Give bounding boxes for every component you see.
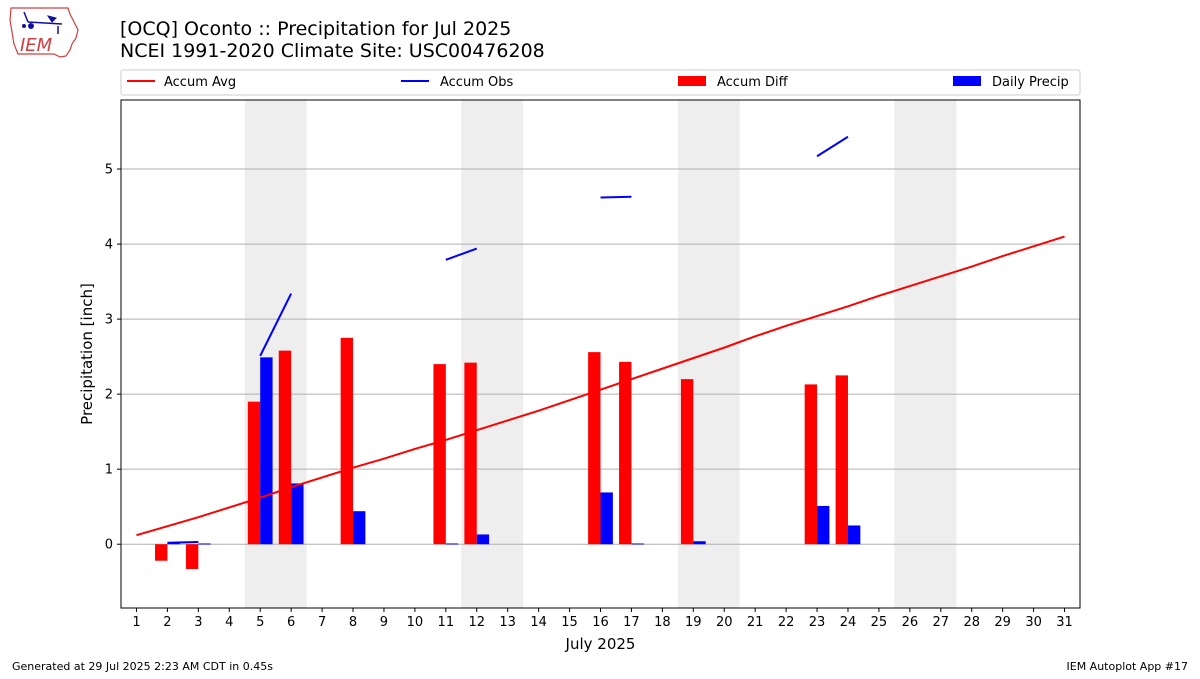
accum-diff-bar-day-19 <box>680 379 694 545</box>
y-axis-label: Precipitation [inch] <box>78 283 96 425</box>
x-tick-label-26: 26 <box>902 615 919 630</box>
x-tick-label-15: 15 <box>561 615 578 630</box>
accum-diff-bar-day-17 <box>619 361 632 545</box>
x-tick-label-12: 12 <box>468 615 485 630</box>
accum-diff-bar-day-23 <box>804 384 818 545</box>
daily-precip-bar-day-17 <box>631 543 644 545</box>
x-tick-label-17: 17 <box>623 615 640 630</box>
legend-label-accum-obs: Accum Obs <box>440 75 513 90</box>
bar-marks <box>155 337 861 569</box>
logo-text: IEM <box>20 35 53 56</box>
daily-precip-bar-day-6 <box>291 483 304 545</box>
accum-obs-segment-2 <box>445 247 478 261</box>
x-tick-label-25: 25 <box>871 615 888 630</box>
x-tick-label-1: 1 <box>132 615 140 630</box>
legend-swatch-accum-diff <box>678 76 706 86</box>
daily-precip-bar-day-3 <box>198 543 211 545</box>
x-tick-label-20: 20 <box>716 615 733 630</box>
x-tick-label-24: 24 <box>840 615 857 630</box>
footer-generated: Generated at 29 Jul 2025 2:23 AM CDT in … <box>12 660 273 673</box>
accum-diff-bar-day-2 <box>155 544 168 561</box>
iem-logo: IEM <box>9 7 79 58</box>
x-tick-label-28: 28 <box>963 615 980 630</box>
x-tick-label-7: 7 <box>318 615 326 630</box>
accum-diff-bar-day-11 <box>433 364 446 545</box>
daily-precip-bar-day-23 <box>817 505 830 545</box>
accum-avg-line <box>136 235 1065 537</box>
legend-swatch-daily-precip <box>953 76 981 86</box>
accum-obs-segment-3 <box>600 195 632 199</box>
x-tick-label-13: 13 <box>499 615 516 630</box>
accum-diff-bar-day-16 <box>588 352 601 545</box>
y-tick-label-4: 4 <box>105 238 113 253</box>
x-tick-label-9: 9 <box>380 615 388 630</box>
x-tick-label-19: 19 <box>685 615 702 630</box>
x-tick-label-23: 23 <box>809 615 826 630</box>
x-axis-label: July 2025 <box>565 635 636 653</box>
daily-precip-bar-day-19 <box>693 541 706 545</box>
daily-precip-bar-day-8 <box>353 511 366 545</box>
x-tick-label-11: 11 <box>438 615 455 630</box>
accum-diff-bar-day-12 <box>464 362 477 545</box>
legend: Accum Avg Accum Obs Accum Diff Daily Pre… <box>120 69 1081 96</box>
footer-app: IEM Autoplot App #17 <box>1066 660 1189 673</box>
x-tick-label-4: 4 <box>225 615 233 630</box>
accum-diff-bar-day-5 <box>247 401 261 545</box>
x-tick-label-6: 6 <box>287 615 295 630</box>
x-tick-label-27: 27 <box>933 615 950 630</box>
daily-precip-bar-day-11 <box>445 543 459 545</box>
x-tick-label-5: 5 <box>256 615 264 630</box>
y-tick-label-3: 3 <box>105 313 113 328</box>
x-tick-label-22: 22 <box>778 615 795 630</box>
y-tick-label-2: 2 <box>105 388 113 403</box>
y-tick-label-5: 5 <box>105 163 113 178</box>
daily-precip-bar-day-5 <box>260 357 273 545</box>
legend-label-accum-diff: Accum Diff <box>717 75 789 90</box>
x-tick-label-29: 29 <box>994 615 1011 630</box>
daily-precip-bar-day-16 <box>600 492 613 545</box>
chart-title: [OCQ] Oconto :: Precipitation for Jul 20… <box>120 18 511 40</box>
daily-precip-bar-day-12 <box>476 534 490 545</box>
line-marks <box>136 135 1065 544</box>
weather-station-icon <box>22 11 63 34</box>
x-tick-label-10: 10 <box>407 615 424 630</box>
x-tick-label-30: 30 <box>1025 615 1042 630</box>
x-tick-label-2: 2 <box>163 615 171 630</box>
x-tick-label-31: 31 <box>1056 615 1073 630</box>
weekend-band-3 <box>894 100 957 608</box>
x-tick-label-14: 14 <box>530 615 547 630</box>
accum-diff-bar-day-8 <box>340 337 354 545</box>
x-tick-label-3: 3 <box>194 615 202 630</box>
accum-obs-segment-1 <box>259 293 293 357</box>
x-axis-ticks: 1 2 3 4 5 6 7 8 9 10 11 12 13 14 15 16 17 18 19 20 21 22 23 24 2… <box>132 608 1073 630</box>
accum-obs-segment-4 <box>816 135 849 158</box>
daily-precip-bar-day-24 <box>847 525 861 545</box>
y-axis-ticks: 0 1 2 3 4 5 <box>105 163 121 553</box>
accum-obs-segment-0 <box>167 540 199 544</box>
chart-subtitle: NCEI 1991-2020 Climate Site: USC00476208 <box>120 40 545 62</box>
legend-label-accum-avg: Accum Avg <box>164 75 236 90</box>
accum-diff-bar-day-3 <box>185 544 199 569</box>
y-tick-label-0: 0 <box>105 538 113 553</box>
legend-frame <box>120 69 1081 96</box>
accum-diff-bar-day-6 <box>278 350 292 545</box>
x-tick-label-8: 8 <box>349 615 357 630</box>
legend-label-daily-precip: Daily Precip <box>992 75 1069 90</box>
x-tick-label-16: 16 <box>592 615 609 630</box>
x-tick-label-21: 21 <box>747 615 764 630</box>
accum-diff-bar-day-24 <box>835 375 848 545</box>
y-tick-label-1: 1 <box>105 463 113 478</box>
x-tick-label-18: 18 <box>654 615 671 630</box>
